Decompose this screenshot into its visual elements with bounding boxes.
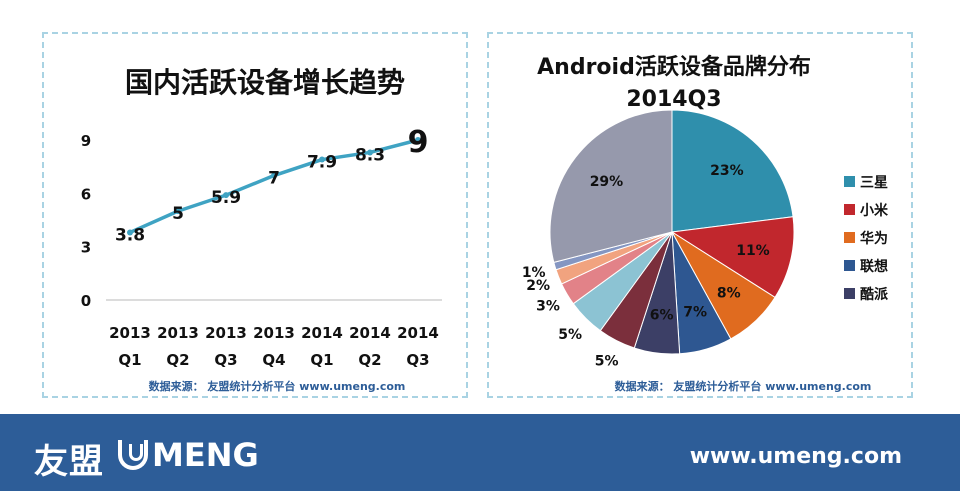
x-tick-quarter: Q2 [358, 351, 381, 369]
x-tick-quarter: Q1 [118, 351, 141, 369]
y-tick-label: 9 [81, 132, 91, 150]
pie-slice [549, 109, 673, 263]
slice-label: 11% [736, 243, 770, 259]
umeng-logo-en: MENG [118, 436, 259, 474]
line-chart: 国内活跃设备增长趋势 0 3 6 9 3.8 5 5.9 7 7.9 8.3 9 2013 Q1 2013 Q… [81, 66, 442, 393]
umeng-u-icon [118, 440, 148, 470]
source-note: 数据来源： 友盟统计分析平台 www.umeng.com [149, 379, 406, 393]
legend-label: 联想 [860, 258, 888, 275]
data-point [319, 156, 325, 163]
legend-swatch [844, 260, 855, 271]
pie-chart-subtitle: 2014Q3 [626, 87, 721, 112]
pie-chart-title: Android活跃设备品牌分布 [537, 54, 811, 80]
slice-label: 7% [683, 305, 707, 321]
line-chart-title: 国内活跃设备增长趋势 [125, 66, 405, 99]
x-tick-quarter: Q1 [310, 351, 333, 369]
legend-label: 小米 [860, 202, 889, 219]
data-label: 7 [268, 169, 280, 189]
slice-label: 3% [536, 298, 560, 314]
slice-label: 5% [595, 353, 619, 369]
x-tick-quarter: Q3 [214, 351, 237, 369]
data-label: 9 [408, 125, 429, 160]
slice-label: 8% [717, 285, 741, 301]
data-point [175, 208, 181, 215]
pie-chart: Android活跃设备品牌分布 2014Q3 23% 11% 8% 7% 6% 5% 5% 3% 2… [522, 54, 889, 393]
legend-swatch [844, 232, 855, 243]
footer-url: www.umeng.com [689, 444, 902, 469]
x-tick-year: 2013 [109, 324, 151, 342]
legend-swatch [844, 204, 855, 215]
x-tick-year: 2014 [301, 324, 343, 342]
data-label: 7.9 [307, 153, 337, 173]
slice-label: 29% [590, 174, 624, 190]
x-tick-year: 2013 [157, 324, 199, 342]
umeng-logo-cn: 友盟 [34, 442, 104, 482]
legend-swatch [844, 288, 855, 299]
x-tick-quarter: Q2 [166, 351, 189, 369]
pie-chart-panel: Android活跃设备品牌分布 2014Q3 23% 11% 8% 7% 6% 5% 5% 3% 2… [487, 32, 913, 398]
legend-label: 华为 [860, 230, 888, 247]
x-tick-year: 2014 [397, 324, 439, 342]
legend-label: 酷派 [860, 286, 889, 303]
y-tick-label: 0 [81, 292, 91, 310]
data-point [271, 172, 277, 179]
footer-bar: 友盟 MENG www.umeng.com [0, 414, 960, 491]
slice-label: 6% [650, 307, 674, 323]
data-label: 3.8 [115, 225, 145, 245]
data-point [127, 229, 133, 236]
pie-slice [671, 109, 794, 233]
slice-label: 2% [526, 278, 550, 294]
umeng-logo-text: MENG [152, 436, 259, 474]
line-chart-panel: 国内活跃设备增长趋势 0 3 6 9 3.8 5 5.9 7 7.9 8.3 9 2013 Q1 2013 Q… [42, 32, 468, 398]
source-note: 数据来源： 友盟统计分析平台 www.umeng.com [615, 379, 872, 393]
data-point [367, 149, 373, 156]
data-point [223, 192, 229, 199]
slice-label: 5% [558, 327, 582, 343]
data-label: 5.9 [211, 188, 241, 208]
legend-label: 三星 [860, 175, 888, 191]
pie-slice [670, 216, 795, 299]
y-tick-label: 6 [81, 185, 91, 203]
x-tick-year: 2014 [349, 324, 391, 342]
x-tick-year: 2013 [205, 324, 247, 342]
legend-swatch [844, 176, 855, 187]
data-label: 8.3 [355, 145, 385, 165]
x-tick-quarter: Q4 [262, 351, 285, 369]
y-tick-label: 3 [81, 239, 91, 257]
data-point [415, 137, 421, 143]
slice-label: 23% [710, 163, 744, 179]
data-label: 5 [172, 204, 184, 224]
x-tick-year: 2013 [253, 324, 295, 342]
x-tick-quarter: Q3 [406, 351, 429, 369]
slice-label: 1% [522, 265, 546, 281]
